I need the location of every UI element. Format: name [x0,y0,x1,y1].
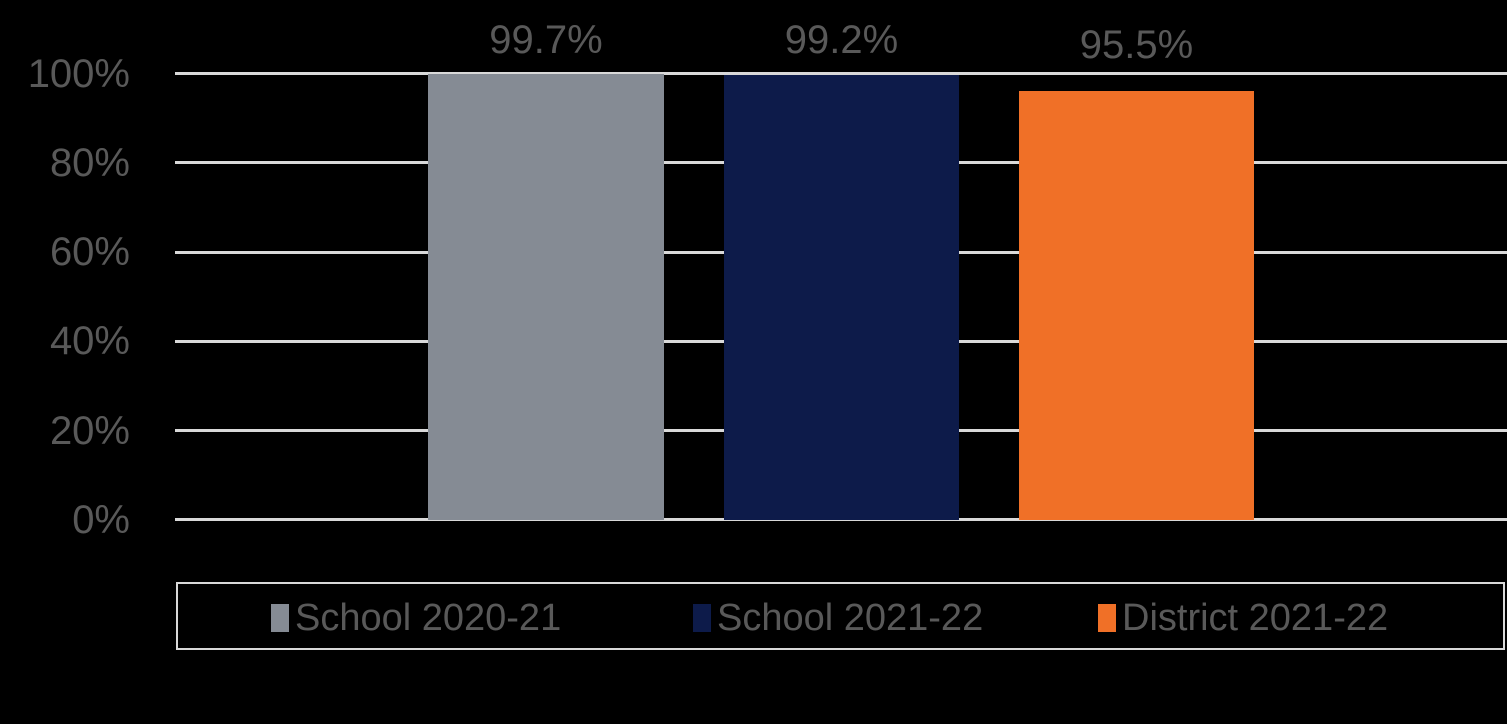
y-tick-label: 40% [49,319,130,363]
data-label: 95.5% [1079,23,1194,67]
legend-item: School 2021-22 [693,598,983,638]
y-tick-label: 60% [49,230,130,274]
data-label: 99.2% [784,18,899,62]
data-label: 99.7% [489,18,603,62]
legend-swatch [693,604,711,632]
y-tick-label: 100% [27,52,130,96]
legend-item: District 2021-22 [1098,598,1388,638]
legend: School 2020-21 School 2021-22 District 2… [176,582,1505,650]
y-tick-label: 80% [49,141,130,185]
legend-label: School 2020-21 [295,597,562,639]
legend-swatch [271,604,289,632]
legend-item: School 2020-21 [271,598,561,638]
y-tick-label: 0% [72,498,130,542]
bar-school-2021-22 [724,75,959,520]
legend-label: School 2021-22 [717,597,984,639]
bar-district-2021-22 [1019,91,1254,520]
bar-school-2020-21 [428,74,664,520]
legend-swatch [1098,604,1116,632]
y-tick-label: 20% [49,409,130,453]
gridline-100 [175,72,1507,75]
legend-label: District 2021-22 [1122,597,1389,639]
